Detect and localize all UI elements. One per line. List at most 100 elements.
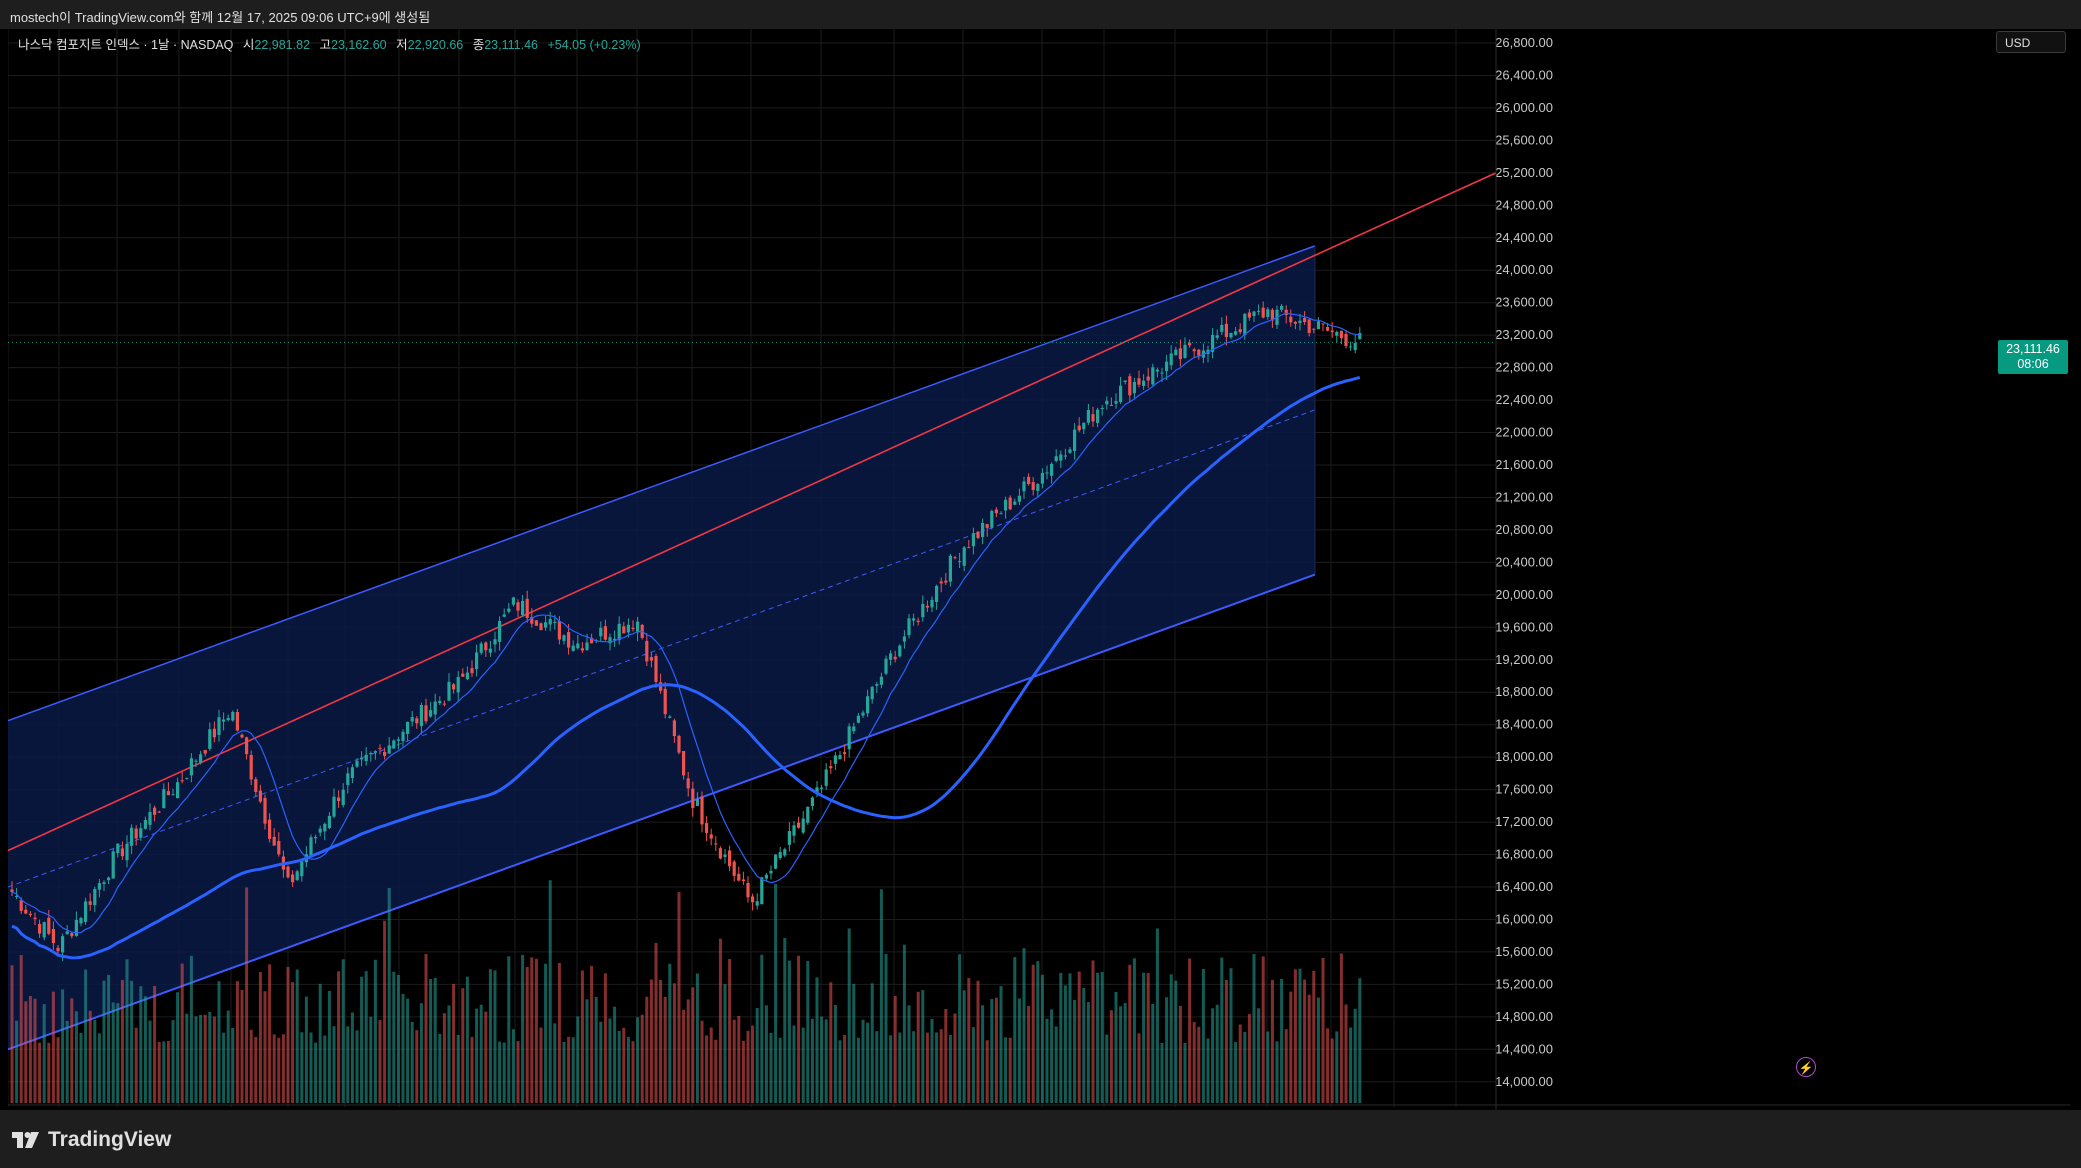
candle-body (769, 870, 773, 874)
candle-body (28, 913, 32, 915)
volume-bar (1280, 979, 1284, 1103)
candle-body (728, 850, 732, 867)
volume-bar (649, 979, 653, 1103)
candle-body (337, 797, 341, 802)
candle-body (553, 621, 557, 624)
volume-bar (1197, 1026, 1201, 1103)
candle-body (1031, 482, 1035, 491)
volume-bar (833, 1004, 837, 1103)
volume-bar (116, 1003, 120, 1103)
volume-bar (553, 1023, 557, 1103)
candle-body (1004, 499, 1008, 511)
volume-bar (65, 1020, 69, 1103)
volume-bar (663, 996, 667, 1103)
candle-body (433, 701, 437, 715)
volume-bar (111, 1002, 115, 1103)
volume-bar (277, 1037, 281, 1103)
price-tick-label: 23,600.00 (1495, 295, 1553, 310)
volume-bar (139, 986, 143, 1103)
volume-bar (1321, 957, 1325, 1103)
candle-body (97, 883, 101, 890)
channel-upper-line (8, 245, 1316, 722)
volume-bar (810, 1018, 814, 1103)
candle-body (424, 705, 428, 722)
volume-bar (199, 1014, 203, 1103)
volume-bar (19, 955, 23, 1103)
volume-bar (369, 1016, 373, 1103)
volume-bar (530, 957, 534, 1103)
volume-bar (820, 1016, 824, 1103)
candle-body (879, 676, 883, 685)
candle-body (1146, 376, 1150, 381)
price-tick-label: 23,200.00 (1495, 327, 1553, 342)
candle-body (1197, 349, 1201, 356)
candle-body (898, 645, 902, 657)
volume-bar (774, 883, 778, 1103)
volume-bar (948, 1034, 952, 1103)
candle-body (985, 524, 989, 528)
candle-body (295, 871, 299, 880)
volume-bar (534, 958, 538, 1103)
price-tick-label: 25,200.00 (1495, 165, 1553, 180)
volume-bar (516, 1041, 520, 1103)
price-tick-label: 19,600.00 (1495, 619, 1553, 634)
moving-averages (11, 312, 1361, 960)
volume-bar (1004, 1037, 1008, 1103)
symbol-legend[interactable]: 나스닥 컴포지트 인덱스 · 1날 · NASDAQ 시22,981.82 고2… (18, 34, 641, 53)
volume-bar (971, 1027, 975, 1103)
price-tick-label: 26,000.00 (1495, 100, 1553, 115)
volume-bar (562, 1041, 566, 1103)
volume-bar (1303, 979, 1307, 1103)
volume-bar (580, 970, 584, 1103)
volume-bar (603, 973, 607, 1103)
volume-bar (373, 959, 377, 1103)
candle-body (314, 836, 318, 839)
price-tick-label: 24,800.00 (1495, 197, 1553, 212)
candle-body (38, 923, 42, 934)
candle-body (603, 626, 607, 640)
candle-body (1307, 319, 1311, 333)
candle-body (562, 635, 566, 641)
candle-body (741, 879, 745, 882)
candle-body (884, 658, 888, 674)
candle-body (162, 789, 166, 809)
candle-body (364, 754, 368, 762)
candle-body (475, 652, 479, 670)
volume-bar (493, 970, 497, 1103)
high-value: 23,162.60 (331, 38, 387, 52)
candle-body (1059, 454, 1063, 461)
candle-body (203, 749, 207, 754)
volume-bar (70, 998, 74, 1103)
volume-bar (189, 955, 193, 1103)
volume-bar (898, 1032, 902, 1103)
volume-bar (930, 1019, 934, 1103)
volume-bar (28, 996, 32, 1103)
lightning-icon[interactable]: ⚡ (1796, 1057, 1816, 1077)
volume-bar (488, 969, 492, 1103)
candle-body (355, 760, 359, 767)
candle-body (1109, 404, 1113, 406)
candle-body (847, 726, 851, 750)
candle-body (70, 933, 74, 937)
open-value: 22,981.82 (254, 38, 311, 52)
candle-body (958, 561, 962, 563)
candle-body (654, 655, 658, 682)
currency-button[interactable]: USD (1996, 31, 2066, 53)
candle-body (1128, 376, 1132, 396)
volume-bar (162, 1041, 166, 1103)
volume-bar (732, 1019, 736, 1103)
candle-body (916, 620, 920, 622)
volume-bar (672, 983, 676, 1103)
candle-body (1096, 409, 1100, 423)
price-tick-label: 16,000.00 (1495, 911, 1553, 926)
candle-body (893, 656, 897, 660)
candle-body (608, 637, 612, 644)
price-tick-label: 20,400.00 (1495, 554, 1553, 569)
chart-pane[interactable]: 14,000.00 14,400.00 14,800.00 15,200.00 15,6… (8, 29, 2070, 1110)
tradingview-logo[interactable]: TradingView (12, 1128, 171, 1152)
ma-long-line (11, 375, 1361, 960)
price-chart[interactable]: 14,000.00 14,400.00 14,800.00 15,200.00 15,6… (8, 29, 2070, 1110)
candle-body (360, 757, 364, 760)
symbol-name[interactable]: 나스닥 컴포지트 인덱스 · 1날 · NASDAQ (18, 38, 234, 52)
volume-bar (999, 986, 1003, 1103)
